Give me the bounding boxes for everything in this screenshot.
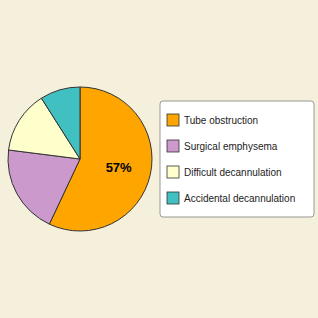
legend-label: Tube obstruction: [184, 115, 258, 126]
chart: 57% Tube obstruction Surgical emphysema Dif…: [0, 0, 318, 318]
legend-label: Accidental decannulation: [184, 193, 295, 204]
pie: [8, 87, 152, 231]
legend-label: Difficult decannulation: [184, 167, 282, 178]
legend-label: Surgical emphysema: [184, 141, 278, 152]
legend-box: [160, 101, 314, 217]
legend-swatch: [167, 114, 179, 126]
legend-swatch: [167, 140, 179, 152]
legend: Tube obstruction Surgical emphysema Diffic…: [160, 101, 314, 217]
legend-swatch: [167, 192, 179, 204]
pie-slice: [8, 150, 80, 224]
data-label: 57%: [106, 160, 132, 175]
legend-swatch: [167, 166, 179, 178]
pie-slice: [41, 87, 80, 159]
